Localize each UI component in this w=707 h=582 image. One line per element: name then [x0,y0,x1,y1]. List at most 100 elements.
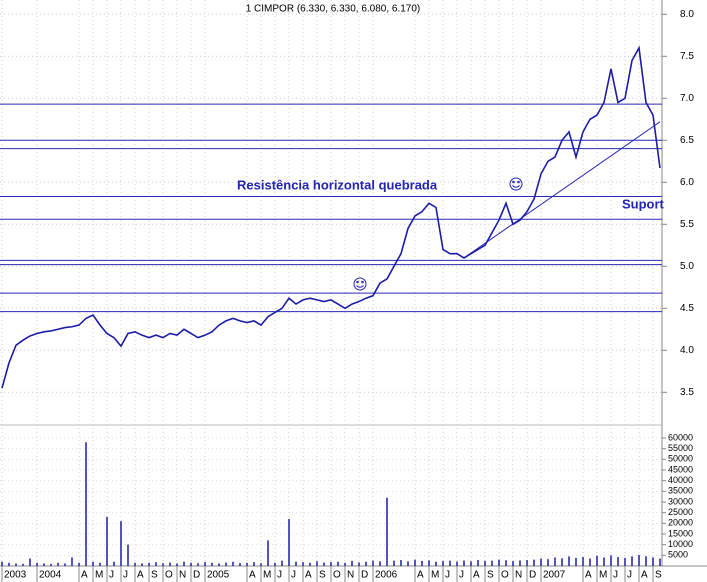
volume-bar [190,562,192,566]
x-tick-label: S [487,570,494,581]
y-tick-label: 4.5 [680,303,694,314]
volume-bar [260,563,262,566]
volume-bar [239,563,241,566]
volume-bar [36,562,38,566]
volume-bar [533,559,535,566]
volume-bar [267,540,269,566]
x-tick-label: O [501,570,509,581]
smiley [353,277,367,291]
volume-bar [183,561,185,566]
volume-bar [603,557,605,566]
volume-bar [379,561,381,566]
volume-bar [617,557,619,566]
volume-bar [484,560,486,566]
volume-bar [57,562,59,566]
volume-bar [288,519,290,566]
x-tick-label: N [515,570,522,581]
y-tick-label: 3.5 [680,387,694,398]
volume-bar [274,562,276,566]
volume-bar [162,563,164,566]
volume-bar [246,562,248,566]
volume-bar [155,562,157,566]
volume-bar [456,561,458,566]
volume-bar [491,560,493,566]
y-tick-label: 55000 [668,443,693,453]
volume-bar [120,521,122,566]
smiley [509,177,523,191]
volume-bar [302,562,304,566]
volume-bar [638,554,640,566]
volume-bar [442,561,444,566]
y-tick-label: 45000 [668,464,693,474]
x-tick-label: 2004 [39,570,62,581]
x-tick-label: S [151,570,158,581]
volume-bar [281,560,283,566]
x-tick-label: A [81,570,88,581]
volume-bar [211,562,213,566]
volume-bar [15,563,17,566]
volume-bar [463,560,465,566]
volume-bar [505,560,507,566]
y-tick-label: 25000 [668,507,693,517]
volume-bar [624,557,626,566]
price-line [1,45,661,389]
x-tick-label: D [361,570,368,581]
volume-bar [337,561,339,566]
y-tick-label: 5.5 [680,219,694,230]
volume-bar [554,557,556,566]
volume-bar [428,560,430,566]
volume-bar [22,563,24,566]
x-tick-label: M [599,570,607,581]
x-tick-label: D [193,570,200,581]
x-tick-label: M [95,570,103,581]
volume-bar [232,561,234,566]
volume-bar [561,558,563,566]
annotation: Resistência horizontal quebrada [237,177,438,192]
y-tick-label: 7.0 [680,93,694,104]
x-tick-label: D [529,570,536,581]
x-tick-label: O [333,570,341,581]
volume-bar [134,562,136,566]
volume-bar [589,558,591,566]
volume-bar [309,562,311,566]
volume-bar [449,560,451,566]
volume-bar [582,557,584,566]
x-tick-label: N [179,570,186,581]
volume-bar [323,562,325,566]
volume-bar [113,561,115,566]
volume-bar [43,563,45,566]
x-tick-label: 2007 [543,570,566,581]
volume-bar [29,558,31,566]
volume-bar [386,497,388,566]
x-tick-label: J [109,570,114,581]
y-tick-label: 6.0 [680,177,694,188]
volume-bar [421,560,423,566]
x-tick-label: J [627,570,632,581]
volume-bar [148,562,150,566]
x-tick-label: M [431,570,439,581]
volume-bar [204,562,206,566]
volume-bar [176,563,178,566]
volume-bar [141,563,143,566]
volume-bar [106,516,108,566]
volume-bar [372,560,374,566]
volume-bar [316,561,318,566]
chart-title: 1 CIMPOR (6.330, 6.330, 6.080, 6.170) [246,4,421,15]
volume-bar [540,558,542,566]
y-tick-label: 50000 [668,454,693,464]
annotation: Suport [622,196,665,211]
x-tick-label: A [641,570,648,581]
x-tick-label: 2005 [207,570,230,581]
volume-bar [85,442,87,566]
x-tick-label: 2006 [375,570,398,581]
volume-bar [575,557,577,566]
y-tick-label: 5.0 [680,261,694,272]
x-tick-label: A [137,570,144,581]
volume-bar [197,563,199,566]
x-tick-label: A [473,570,480,581]
volume-bar [498,559,500,566]
x-tick-label: M [263,570,271,581]
x-tick-label: S [319,570,326,581]
